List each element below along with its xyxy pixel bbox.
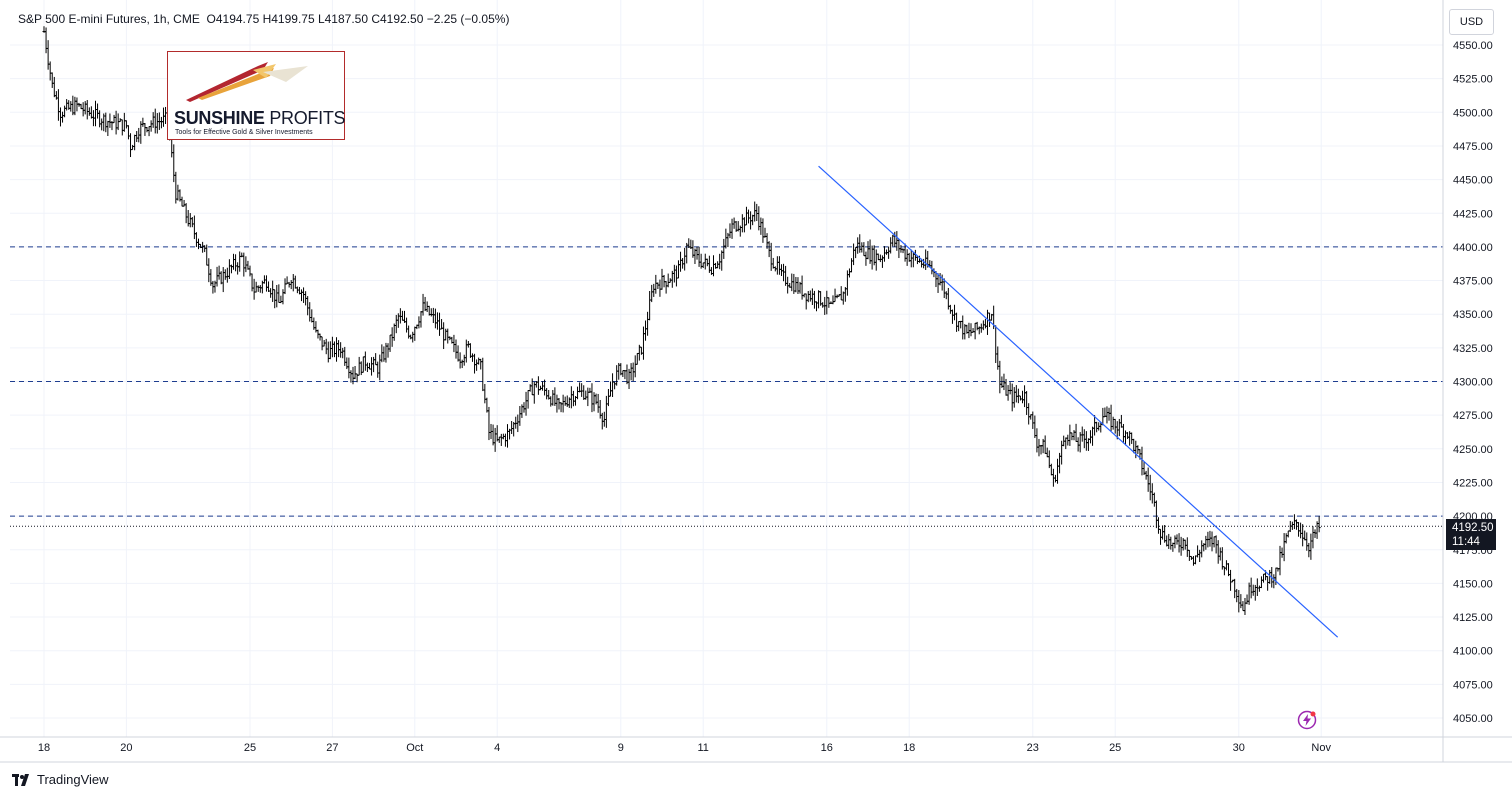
last-price-label: 4192.50 11:44 — [1446, 519, 1496, 550]
y-tick-label: 4125.00 — [1453, 612, 1493, 624]
sunshine-profits-logo: SUNSHINE PROFITS Tools for Effective Gol… — [167, 51, 346, 140]
x-tick-label: 27 — [326, 742, 338, 754]
y-tick-label: 4225.00 — [1453, 477, 1493, 489]
logo-title: SUNSHINE PROFITS — [174, 108, 346, 128]
x-tick-label: 30 — [1233, 742, 1245, 754]
y-tick-label: 4150.00 — [1453, 578, 1493, 590]
last-price-value: 4192.50 — [1452, 522, 1494, 534]
y-tick-label: 4475.00 — [1453, 141, 1493, 153]
x-tick-label: 18 — [903, 742, 915, 754]
y-tick-label: 4500.00 — [1453, 107, 1493, 119]
y-tick-label: 4375.00 — [1453, 276, 1493, 288]
y-tick-label: 4100.00 — [1453, 646, 1493, 658]
y-tick-label: 4525.00 — [1453, 74, 1493, 86]
x-tick-label: Oct — [406, 742, 423, 754]
x-tick-label: 18 — [38, 742, 50, 754]
y-tick-label: 4425.00 — [1453, 208, 1493, 220]
ohlc-values: O4194.75 H4199.75 L4187.50 C4192.50 −2.2… — [206, 12, 510, 26]
currency-selector[interactable]: USD — [1449, 9, 1494, 35]
y-tick-label: 4075.00 — [1453, 679, 1493, 691]
y-tick-label: 4350.00 — [1453, 309, 1493, 321]
y-tick-label: 4250.00 — [1453, 444, 1493, 456]
price-series — [42, 26, 1321, 615]
logo-tagline: Tools for Effective Gold & Silver Invest… — [175, 129, 313, 136]
x-tick-label: 4 — [494, 742, 500, 754]
chart-header: S&P 500 E-mini Futures, 1h, CME O4194.75… — [18, 12, 509, 26]
y-tick-label: 4300.00 — [1453, 377, 1493, 389]
y-tick-label: 4275.00 — [1453, 410, 1493, 422]
footer: TradingView — [12, 772, 109, 787]
trendline-layer — [818, 165, 1339, 638]
logo-swoosh-icon — [186, 62, 308, 102]
tradingview-logo-icon — [12, 773, 29, 786]
x-tick-label: 11 — [697, 742, 708, 754]
x-tick-label: 25 — [244, 742, 256, 754]
axes: 4050.004075.004100.004125.004150.004175.… — [0, 0, 1512, 763]
symbol-title: S&P 500 E-mini Futures, 1h, CME — [18, 12, 200, 26]
x-tick-label: 16 — [821, 742, 833, 754]
trendline — [818, 165, 1339, 638]
bar-countdown: 11:44 — [1452, 536, 1480, 548]
y-tick-label: 4450.00 — [1453, 175, 1493, 187]
footer-brand: TradingView — [37, 772, 109, 787]
x-tick-label: 23 — [1027, 742, 1039, 754]
x-tick-label: 9 — [618, 742, 624, 754]
lightning-icon[interactable] — [1297, 710, 1317, 730]
y-tick-label: 4400.00 — [1453, 242, 1493, 254]
horizontal-levels — [10, 246, 1443, 527]
x-tick-label: Nov — [1311, 742, 1331, 754]
x-tick-label: 25 — [1109, 742, 1121, 754]
y-tick-label: 4550.00 — [1453, 40, 1493, 52]
y-tick-label: 4325.00 — [1453, 343, 1493, 355]
y-tick-label: 4050.00 — [1453, 713, 1493, 725]
x-tick-label: 20 — [120, 742, 132, 754]
